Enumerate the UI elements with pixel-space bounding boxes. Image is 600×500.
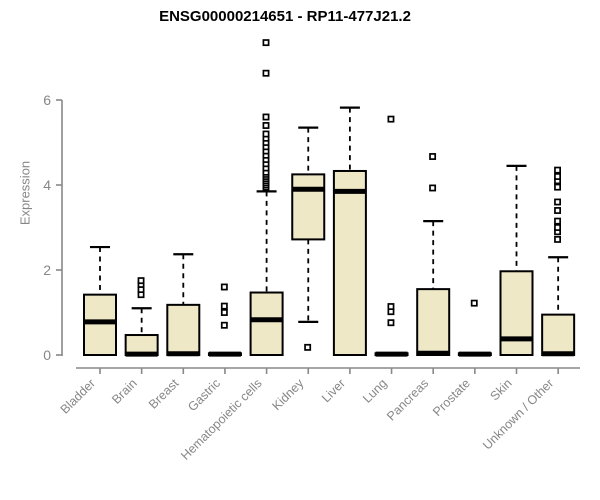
outlier-point — [554, 217, 562, 225]
x-tick-label: Breast — [146, 376, 182, 412]
x-tick-label: Bladder — [58, 376, 98, 416]
box-pancreas — [416, 153, 451, 356]
y-tick-label: 4 — [43, 177, 51, 193]
outlier-point — [554, 183, 562, 191]
box-brain — [124, 277, 159, 357]
outlier-point — [554, 173, 562, 180]
x-tick-label: Hematopoietic cells — [178, 376, 265, 463]
x-tick-label: Gastric — [185, 376, 223, 414]
box-lung — [374, 115, 409, 357]
outlier-point — [220, 321, 228, 329]
outlier-point — [554, 235, 562, 243]
outlier-point — [429, 153, 437, 160]
x-tick-label: Brain — [109, 376, 140, 407]
x-tick-label: Liver — [319, 376, 348, 405]
outlier-point — [220, 283, 228, 291]
box-rect — [416, 288, 451, 356]
outlier-point — [387, 303, 395, 311]
box-rect — [291, 173, 326, 241]
outlier-point — [387, 115, 395, 123]
box-breast — [166, 253, 201, 357]
box-liver — [332, 106, 367, 356]
outlier-point — [554, 166, 562, 174]
box-gastric — [207, 283, 242, 357]
x-tick-label: Skin — [488, 376, 515, 403]
box-hematopoietic-cells — [249, 39, 284, 356]
y-tick-label: 2 — [43, 262, 51, 278]
box-prostate — [457, 299, 492, 357]
outlier-point — [262, 130, 270, 138]
x-tick-label: Lung — [360, 376, 390, 406]
y-tick-label: 6 — [43, 92, 51, 108]
y-tick-label: 0 — [43, 347, 51, 363]
box-rect — [541, 313, 576, 356]
x-tick-label: Unknown / Other — [480, 376, 556, 452]
outlier-point — [262, 69, 270, 77]
outlier-point — [387, 319, 395, 327]
outlier-point — [137, 277, 145, 285]
outlier-point — [554, 224, 562, 231]
outlier-point — [262, 113, 270, 121]
outlier-point — [304, 343, 312, 351]
outlier-point — [554, 207, 562, 214]
outlier-point — [554, 198, 562, 206]
chart-title: ENSG00000214651 - RP11-477J21.2 — [159, 8, 411, 25]
box-rect — [166, 303, 201, 357]
box-unknown-other — [541, 166, 576, 357]
outlier-point — [262, 122, 270, 129]
box-rect — [249, 291, 284, 356]
x-tick-label: Kidney — [269, 376, 306, 413]
outlier-point — [220, 309, 228, 316]
box-rect — [499, 270, 534, 356]
x-tick-label: Pancreas — [384, 376, 431, 423]
outlier-point — [429, 184, 437, 192]
outlier-point — [470, 299, 478, 307]
outlier-point — [220, 302, 228, 310]
x-tick-label: Prostate — [430, 376, 473, 419]
box-rect — [83, 293, 117, 356]
outlier-point — [262, 39, 270, 47]
box-kidney — [291, 126, 326, 351]
box-skin — [499, 164, 534, 356]
box-bladder — [83, 245, 117, 356]
box-rect — [332, 169, 367, 356]
